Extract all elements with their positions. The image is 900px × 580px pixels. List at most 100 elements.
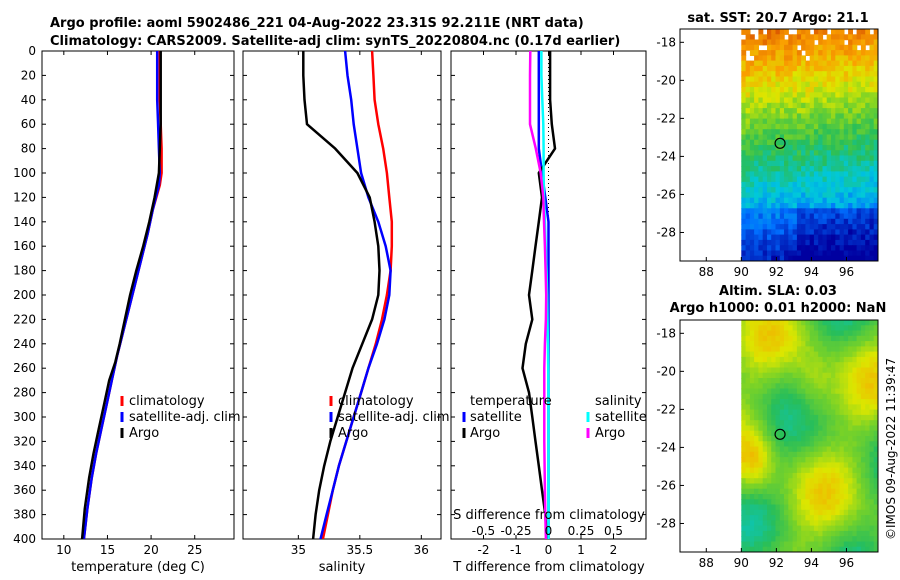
map-cell [805,108,811,114]
salinity-series [302,51,394,539]
map-cell [796,520,802,527]
map-cell [873,320,878,326]
map-cell [826,55,832,62]
map-cell [775,176,781,183]
map-cell [771,451,777,458]
map-cell [852,234,858,241]
depth-tick-label: 40 [21,93,36,107]
map-cell [784,541,789,548]
map-cell [758,351,764,358]
map-cell [852,356,858,363]
map-cell [822,229,828,236]
map-cell [741,239,747,246]
map-cell [852,160,858,167]
map-cell [839,76,845,83]
map-cell [822,515,828,521]
map-cell [767,224,772,230]
map-cell [749,50,755,56]
map-cell [831,525,836,532]
map-cell [771,92,777,99]
map-cell [848,134,853,141]
map-cell [771,494,777,500]
map-cell [745,320,751,326]
map-cell [831,197,836,204]
map-cell [775,346,781,353]
map-cell [826,530,832,537]
map-cell [767,425,772,432]
map-cell [826,155,832,162]
map-cell [813,383,819,390]
map-cell [741,367,747,374]
map-cell [775,166,781,172]
map-cell [839,118,845,125]
map-cell [818,509,824,516]
map-cell [749,192,755,199]
map-cell [856,181,862,188]
map-cell [801,139,806,146]
map-cell [869,536,875,543]
map-cell [771,150,777,157]
map-cell [762,404,768,411]
map-cell [813,123,819,130]
map-cell [779,176,785,183]
map-cell [869,50,875,56]
map-cell [813,467,819,474]
map-cell [809,525,815,532]
map-cell [822,362,828,369]
map-cell [865,192,871,199]
map-cell [745,409,751,416]
map-cell [869,436,875,442]
map-cell [826,488,832,495]
map-cell [813,457,819,463]
map-cell [860,346,866,353]
map-cell [826,118,832,125]
map-cell [813,451,819,458]
map-cell [784,404,789,411]
map-cell [749,409,755,416]
map-cell [831,50,836,56]
map-lat-label: -20 [656,73,676,87]
map-cell [745,166,751,172]
map-cell [784,171,789,178]
map-cell [754,356,759,363]
map-cell [839,420,845,427]
map-cell [745,44,751,51]
map-cell [809,430,815,437]
map-cell [843,414,849,421]
map-cell [826,123,832,130]
map-cell [741,208,747,215]
map-cell [809,425,815,432]
map-cell [762,393,768,400]
map-cell [741,87,747,93]
map-cell [869,213,875,220]
map-cell [745,504,751,511]
map-cell [796,436,802,442]
map-cell [813,181,819,188]
map-cell [856,139,862,146]
map-cell [745,472,751,479]
map-cell [767,123,772,130]
legend-label-satellite: satellite-adj. clim [129,410,241,425]
map-cell [839,483,845,490]
map-cell [801,351,806,358]
map-cell [792,255,798,261]
map-cell [788,76,794,83]
map-cell [801,171,806,178]
map-cell [745,436,751,442]
map-cell [767,203,772,209]
map-cell [788,393,794,400]
map-cell [771,55,777,62]
map-cell [775,372,781,379]
map-cell [775,383,781,390]
map-cell [852,171,858,178]
map-cell [749,39,755,46]
map-cell [873,234,878,241]
map-cell [831,325,836,332]
map-cell [784,203,789,209]
map-cell [818,97,824,104]
map-cell [818,451,824,458]
map-cell [852,509,858,516]
map-cell [852,166,858,172]
map-lon-label: 92 [769,265,784,279]
map-cell [831,546,836,552]
